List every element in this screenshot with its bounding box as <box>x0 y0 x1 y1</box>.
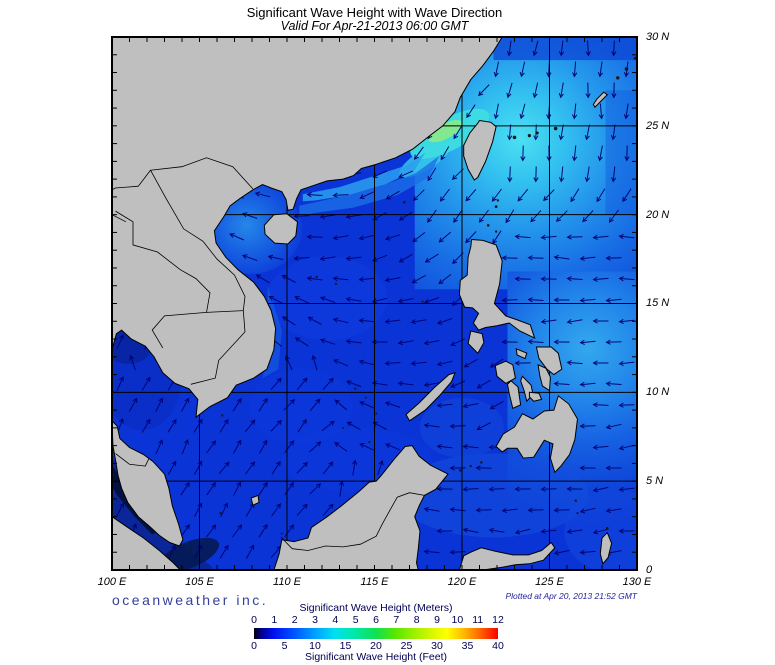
china-coastal-band <box>299 156 440 217</box>
land-masbate <box>515 348 528 360</box>
feet-tick-25: 25 <box>400 640 413 652</box>
land-masses <box>112 37 613 570</box>
wave-direction-arrows <box>116 40 635 560</box>
land-asia-mainland <box>112 37 503 419</box>
land-hainan <box>263 213 299 245</box>
land-palawan <box>405 372 456 422</box>
feet-tick-20: 20 <box>370 640 382 652</box>
meters-tick-5: 5 <box>352 614 359 626</box>
feet-tick-40: 40 <box>492 640 504 652</box>
meters-tick-8: 8 <box>413 614 420 626</box>
lon-label-115E: 115 E <box>360 576 389 588</box>
colorbar-title-meters: Significant Wave Height (Meters) <box>299 602 453 614</box>
map-layers <box>112 37 637 570</box>
colorbar-title-feet: Significant Wave Height (Feet) <box>304 651 447 663</box>
meters-tick-12: 12 <box>492 614 504 626</box>
meters-tick-11: 11 <box>472 614 484 626</box>
chart-subtitle: Valid For Apr-21-2013 06:00 GMT <box>280 19 469 33</box>
land-sulawesi <box>458 541 556 570</box>
land-borneo <box>273 445 449 570</box>
feet-tick-0: 0 <box>251 640 257 652</box>
meters-tick-2: 2 <box>291 614 298 626</box>
land-mindoro <box>467 330 485 355</box>
lon-label-125E: 125 E <box>535 576 564 588</box>
lon-label-120E: 120 E <box>447 576 477 588</box>
lon-label-110E: 110 E <box>273 576 301 588</box>
land-halmahera <box>599 531 613 565</box>
map-frame <box>111 36 638 571</box>
land-samar <box>535 346 563 376</box>
lat-label-5N: 5 N <box>646 475 664 488</box>
land-luzon <box>458 238 536 340</box>
meters-tick-9: 9 <box>434 614 440 626</box>
country-borders <box>112 157 425 551</box>
lon-label-105E: 105 E <box>185 576 214 588</box>
feet-tick-5: 5 <box>281 640 288 652</box>
land-sumatra <box>112 516 182 570</box>
meters-tick-10: 10 <box>451 614 464 626</box>
land-okinawa <box>592 91 609 109</box>
feet-tick-15: 15 <box>339 640 352 652</box>
oceanweather-logo: oceanweather inc. <box>112 592 269 608</box>
land-natuna <box>250 494 260 506</box>
land-taiwan <box>463 119 497 181</box>
land-panay <box>494 360 516 385</box>
lat-label-30N: 30 N <box>646 31 670 43</box>
chart-title: Significant Wave Height with Wave Direct… <box>246 5 503 20</box>
plotted-timestamp: Plotted at Apr 20, 2013 21:52 GMT <box>505 591 637 601</box>
lon-label-100E: 100 E <box>97 576 127 588</box>
lat-label-0: 0 <box>646 563 653 576</box>
land-malay-peninsula <box>112 420 184 547</box>
land-bohol <box>528 391 543 402</box>
meters-tick-7: 7 <box>393 614 400 626</box>
lat-label-20N: 20 N <box>646 208 670 221</box>
feet-tick-30: 30 <box>431 640 443 652</box>
feet-tick-35: 35 <box>461 640 474 652</box>
land-negros <box>506 380 522 410</box>
meters-tick-0: 0 <box>251 614 257 626</box>
meters-tick-3: 3 <box>312 614 318 626</box>
lon-label-130E: 130 E <box>622 576 652 588</box>
colorbar-gradient <box>254 628 498 639</box>
meters-tick-4: 4 <box>332 614 339 626</box>
meters-tick-1: 1 <box>271 614 278 626</box>
lat-label-25N: 25 N <box>646 119 670 132</box>
lat-label-10N: 10 N <box>646 386 670 399</box>
land-mindanao <box>495 395 579 474</box>
feet-tick-10: 10 <box>309 640 321 652</box>
lat-label-15N: 15 N <box>646 297 670 310</box>
meters-tick-6: 6 <box>373 614 379 626</box>
